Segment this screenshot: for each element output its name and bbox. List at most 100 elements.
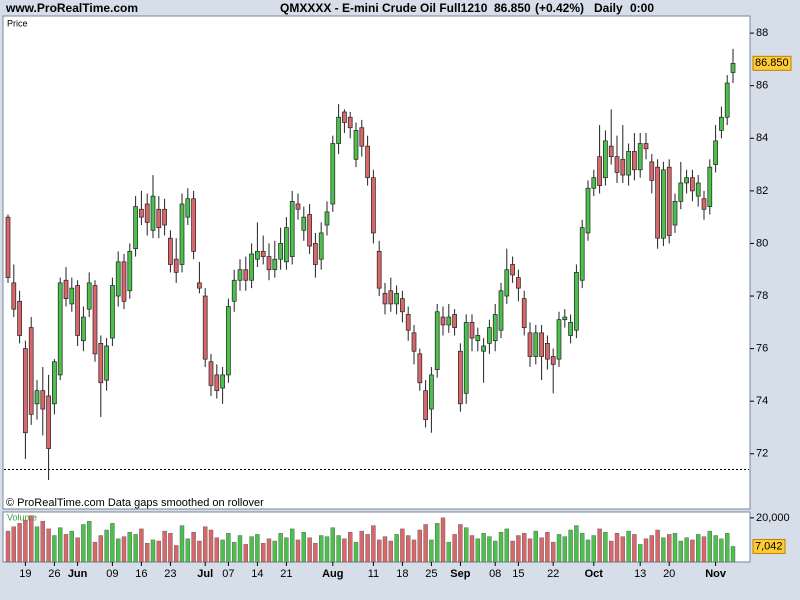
candle-body [614, 156, 620, 173]
y-tick-label: 88 [756, 27, 768, 39]
volume-bar [556, 534, 562, 563]
candle-body [492, 314, 498, 342]
candle-body [17, 300, 22, 336]
candle-body [69, 287, 75, 305]
candle-body [202, 295, 208, 360]
candle-body [272, 258, 278, 271]
volume-bar [597, 528, 602, 563]
x-tick-label: 22 [547, 568, 559, 580]
y-tick-label: 84 [756, 132, 768, 144]
candle-body [632, 151, 637, 171]
volume-bar [411, 539, 417, 563]
volume-bar [464, 527, 469, 563]
candle-body [724, 82, 730, 118]
x-tick-label: 20 [663, 568, 675, 580]
x-tick-label: 13 [634, 568, 646, 580]
candle-body [92, 285, 98, 355]
volume-bar [713, 535, 718, 563]
candle-body [452, 314, 457, 328]
y-tick-label: 76 [756, 343, 768, 355]
candle-body [301, 216, 307, 231]
volume-bar [423, 524, 428, 563]
chart-title: QMXXXX - E-mini Crude Oil Full1210 [280, 1, 488, 15]
candle-body [446, 316, 452, 326]
period: Daily [594, 1, 623, 15]
volume-bar [115, 538, 121, 563]
volume-bar [394, 534, 399, 563]
candle-body [185, 198, 191, 218]
candle-body [52, 361, 57, 405]
volume-bar [632, 534, 637, 563]
candle-body [86, 282, 92, 310]
candle-body [342, 111, 347, 123]
candle-body [63, 279, 69, 300]
volume-bar [667, 534, 672, 563]
candle-body [429, 374, 434, 410]
candle-body [144, 203, 150, 223]
candle-body [626, 151, 631, 176]
candle-body [220, 374, 225, 389]
candle-body [284, 227, 289, 263]
candle-body [603, 140, 608, 179]
volume-bar [533, 530, 538, 563]
volume-bar [290, 528, 295, 563]
volume-bar [574, 525, 579, 563]
y-tick-label: 20,000 [756, 512, 790, 524]
volume-bar [185, 538, 191, 563]
y-tick-label: 82 [756, 185, 768, 197]
candle-body [643, 143, 649, 150]
volume-bar [307, 537, 312, 563]
volume-bar [661, 537, 666, 563]
candle-body [388, 290, 394, 305]
volume-bar [620, 536, 625, 563]
volume-bar [580, 533, 585, 563]
volume-bar [202, 526, 208, 563]
candle-body [730, 62, 736, 73]
volume-bar [121, 536, 127, 563]
candle-body [110, 285, 115, 339]
volume-bar [707, 530, 712, 563]
volume-bar [638, 544, 643, 563]
volume-bar [504, 528, 509, 563]
volume-bar [545, 532, 550, 563]
candle-body [330, 143, 336, 205]
candle-body [481, 345, 486, 352]
volume-bar [696, 534, 701, 563]
candle-body [57, 282, 63, 376]
x-tick-label: Aug [322, 568, 343, 580]
volume-bar [46, 528, 51, 563]
candle-body [5, 216, 11, 278]
candle-body [562, 316, 568, 321]
volume-bar [249, 536, 254, 563]
y-tick-label: 72 [756, 448, 768, 460]
candle-body [249, 253, 254, 281]
volume-bar [591, 535, 596, 563]
x-tick-label: Jun [68, 568, 88, 580]
volume-bar [284, 537, 289, 563]
candle-body [504, 269, 510, 297]
volume-bar [562, 536, 567, 563]
volume-bar [92, 541, 98, 563]
volume-bar [417, 529, 422, 563]
volume-bar [208, 529, 214, 563]
volume-bar [156, 540, 162, 563]
candle-body [295, 203, 301, 210]
candle-body [690, 177, 695, 192]
candle-body [260, 250, 266, 257]
volume-bar [52, 535, 57, 563]
candle-body [289, 201, 295, 257]
volume-bar [382, 536, 388, 563]
volume-bar [272, 540, 277, 563]
volume-bar [214, 537, 220, 563]
candle-body [11, 282, 17, 310]
volume-bar [173, 545, 179, 563]
volume-bar [353, 541, 359, 563]
candle-body [458, 350, 463, 405]
candle-body [550, 356, 556, 365]
volume-bar [197, 540, 202, 563]
volume-bar [17, 523, 22, 563]
volume-bar [261, 543, 266, 563]
change: (+0.42%) [535, 1, 584, 15]
volume-panel [2, 511, 751, 563]
